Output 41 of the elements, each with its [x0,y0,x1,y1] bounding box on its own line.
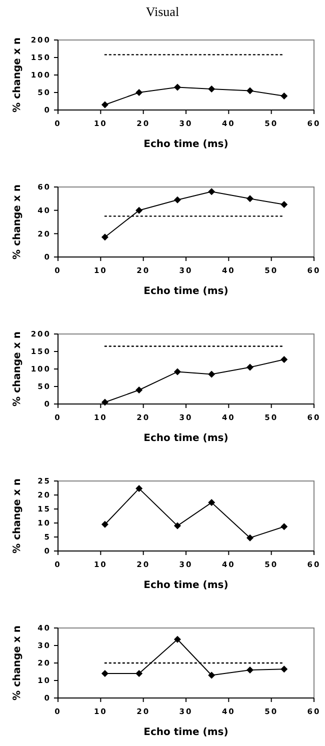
point [208,672,216,679]
x-axis-title: Echo time (ms) [144,139,228,150]
point [246,534,254,542]
point [280,666,288,673]
point [174,636,181,643]
x-axis-title: Echo time (ms) [144,580,228,591]
point [136,386,143,394]
point [246,666,254,674]
point [246,87,254,94]
point [208,370,216,378]
y-axis-title: % change x n [12,626,23,700]
point [136,670,143,677]
chart-title: Visual [146,4,180,19]
point [174,84,181,91]
point [101,101,108,108]
x-axis-title: Echo time (ms) [144,727,228,738]
point [208,188,216,196]
point [246,195,254,202]
point [136,206,143,214]
point [101,234,108,241]
point [136,89,143,96]
x-axis-title: Echo time (ms) [144,433,228,444]
point [174,522,181,530]
point [101,670,108,677]
y-axis-title: % change x n [12,332,23,406]
point [101,520,108,528]
y-axis-title: % change x n [12,478,23,554]
point [174,196,181,204]
point [246,364,254,371]
point [101,398,108,406]
point [208,86,216,92]
point [280,523,288,530]
point [174,368,181,376]
point [136,485,143,492]
y-axis-title: % change x n [12,184,23,260]
point [280,356,288,364]
point [208,499,216,506]
point [280,201,288,208]
y-axis-title: % change x n [12,38,23,112]
x-axis-title: Echo time (ms) [144,286,228,297]
point [280,92,288,100]
